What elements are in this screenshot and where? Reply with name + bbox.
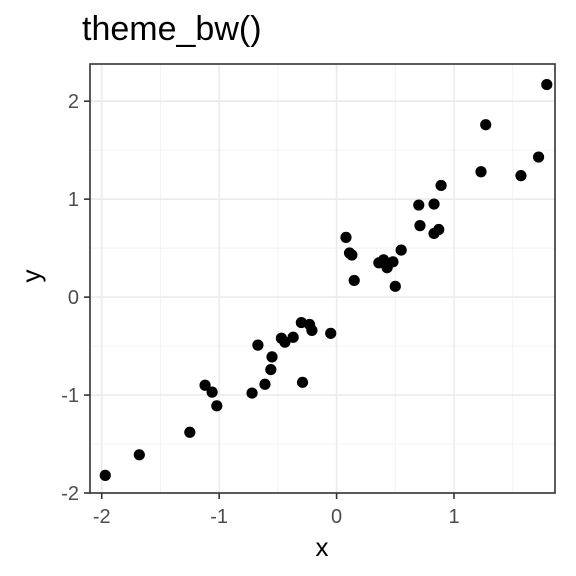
scatter-point xyxy=(414,220,426,232)
chart-title: theme_bw() xyxy=(82,10,262,48)
scatter-point xyxy=(265,363,277,376)
scatter-point xyxy=(515,170,527,182)
scatter-point xyxy=(279,336,291,348)
scatter-point xyxy=(387,256,399,268)
scatter-point xyxy=(340,231,352,243)
y-tick-label: 1 xyxy=(68,189,79,211)
x-tick-label: -2 xyxy=(93,506,111,528)
scatter-point xyxy=(252,339,264,351)
scatter-point xyxy=(199,379,211,391)
y-axis-title: y xyxy=(16,270,46,283)
scatter-point xyxy=(348,274,360,287)
scatter-point xyxy=(211,400,223,412)
x-tick-labels: -2 -1 0 1 xyxy=(93,506,460,528)
scatter-point xyxy=(480,119,492,131)
scatter-point xyxy=(306,324,318,337)
scatter-point xyxy=(433,223,445,236)
y-tick-label: 2 xyxy=(68,91,79,113)
scatter-point xyxy=(259,378,271,390)
scatter-point xyxy=(532,151,545,163)
x-tick-label: 0 xyxy=(331,506,342,528)
scatter-point xyxy=(184,426,196,438)
scatter-point xyxy=(541,78,553,91)
scatter-point xyxy=(206,386,218,398)
y-tick-label: -2 xyxy=(61,483,79,505)
panel-border xyxy=(89,63,556,494)
scatter-point xyxy=(99,469,111,481)
scatter-point xyxy=(346,249,358,261)
scatter-point xyxy=(389,280,401,292)
scatter-point xyxy=(413,199,425,211)
y-tick-label: 0 xyxy=(68,287,79,309)
scatter-point xyxy=(287,331,299,343)
y-tick-labels: -2 -1 0 1 2 xyxy=(61,91,79,505)
scatter-point xyxy=(435,179,447,192)
scatter-point xyxy=(266,351,278,363)
axis-ticks xyxy=(84,100,455,499)
x-tick-label: 1 xyxy=(448,506,459,528)
scatter-point xyxy=(475,166,487,178)
y-tick-label: -1 xyxy=(61,385,79,407)
data-points xyxy=(99,78,553,481)
scatter-point xyxy=(325,327,337,339)
scatter-point xyxy=(428,198,440,210)
x-tick-label: -1 xyxy=(210,506,228,528)
scatter-point xyxy=(133,449,145,461)
scatter-point xyxy=(296,376,309,388)
x-axis-title: x xyxy=(316,532,329,562)
scatter-point xyxy=(246,387,258,399)
scatter-point xyxy=(395,244,407,256)
